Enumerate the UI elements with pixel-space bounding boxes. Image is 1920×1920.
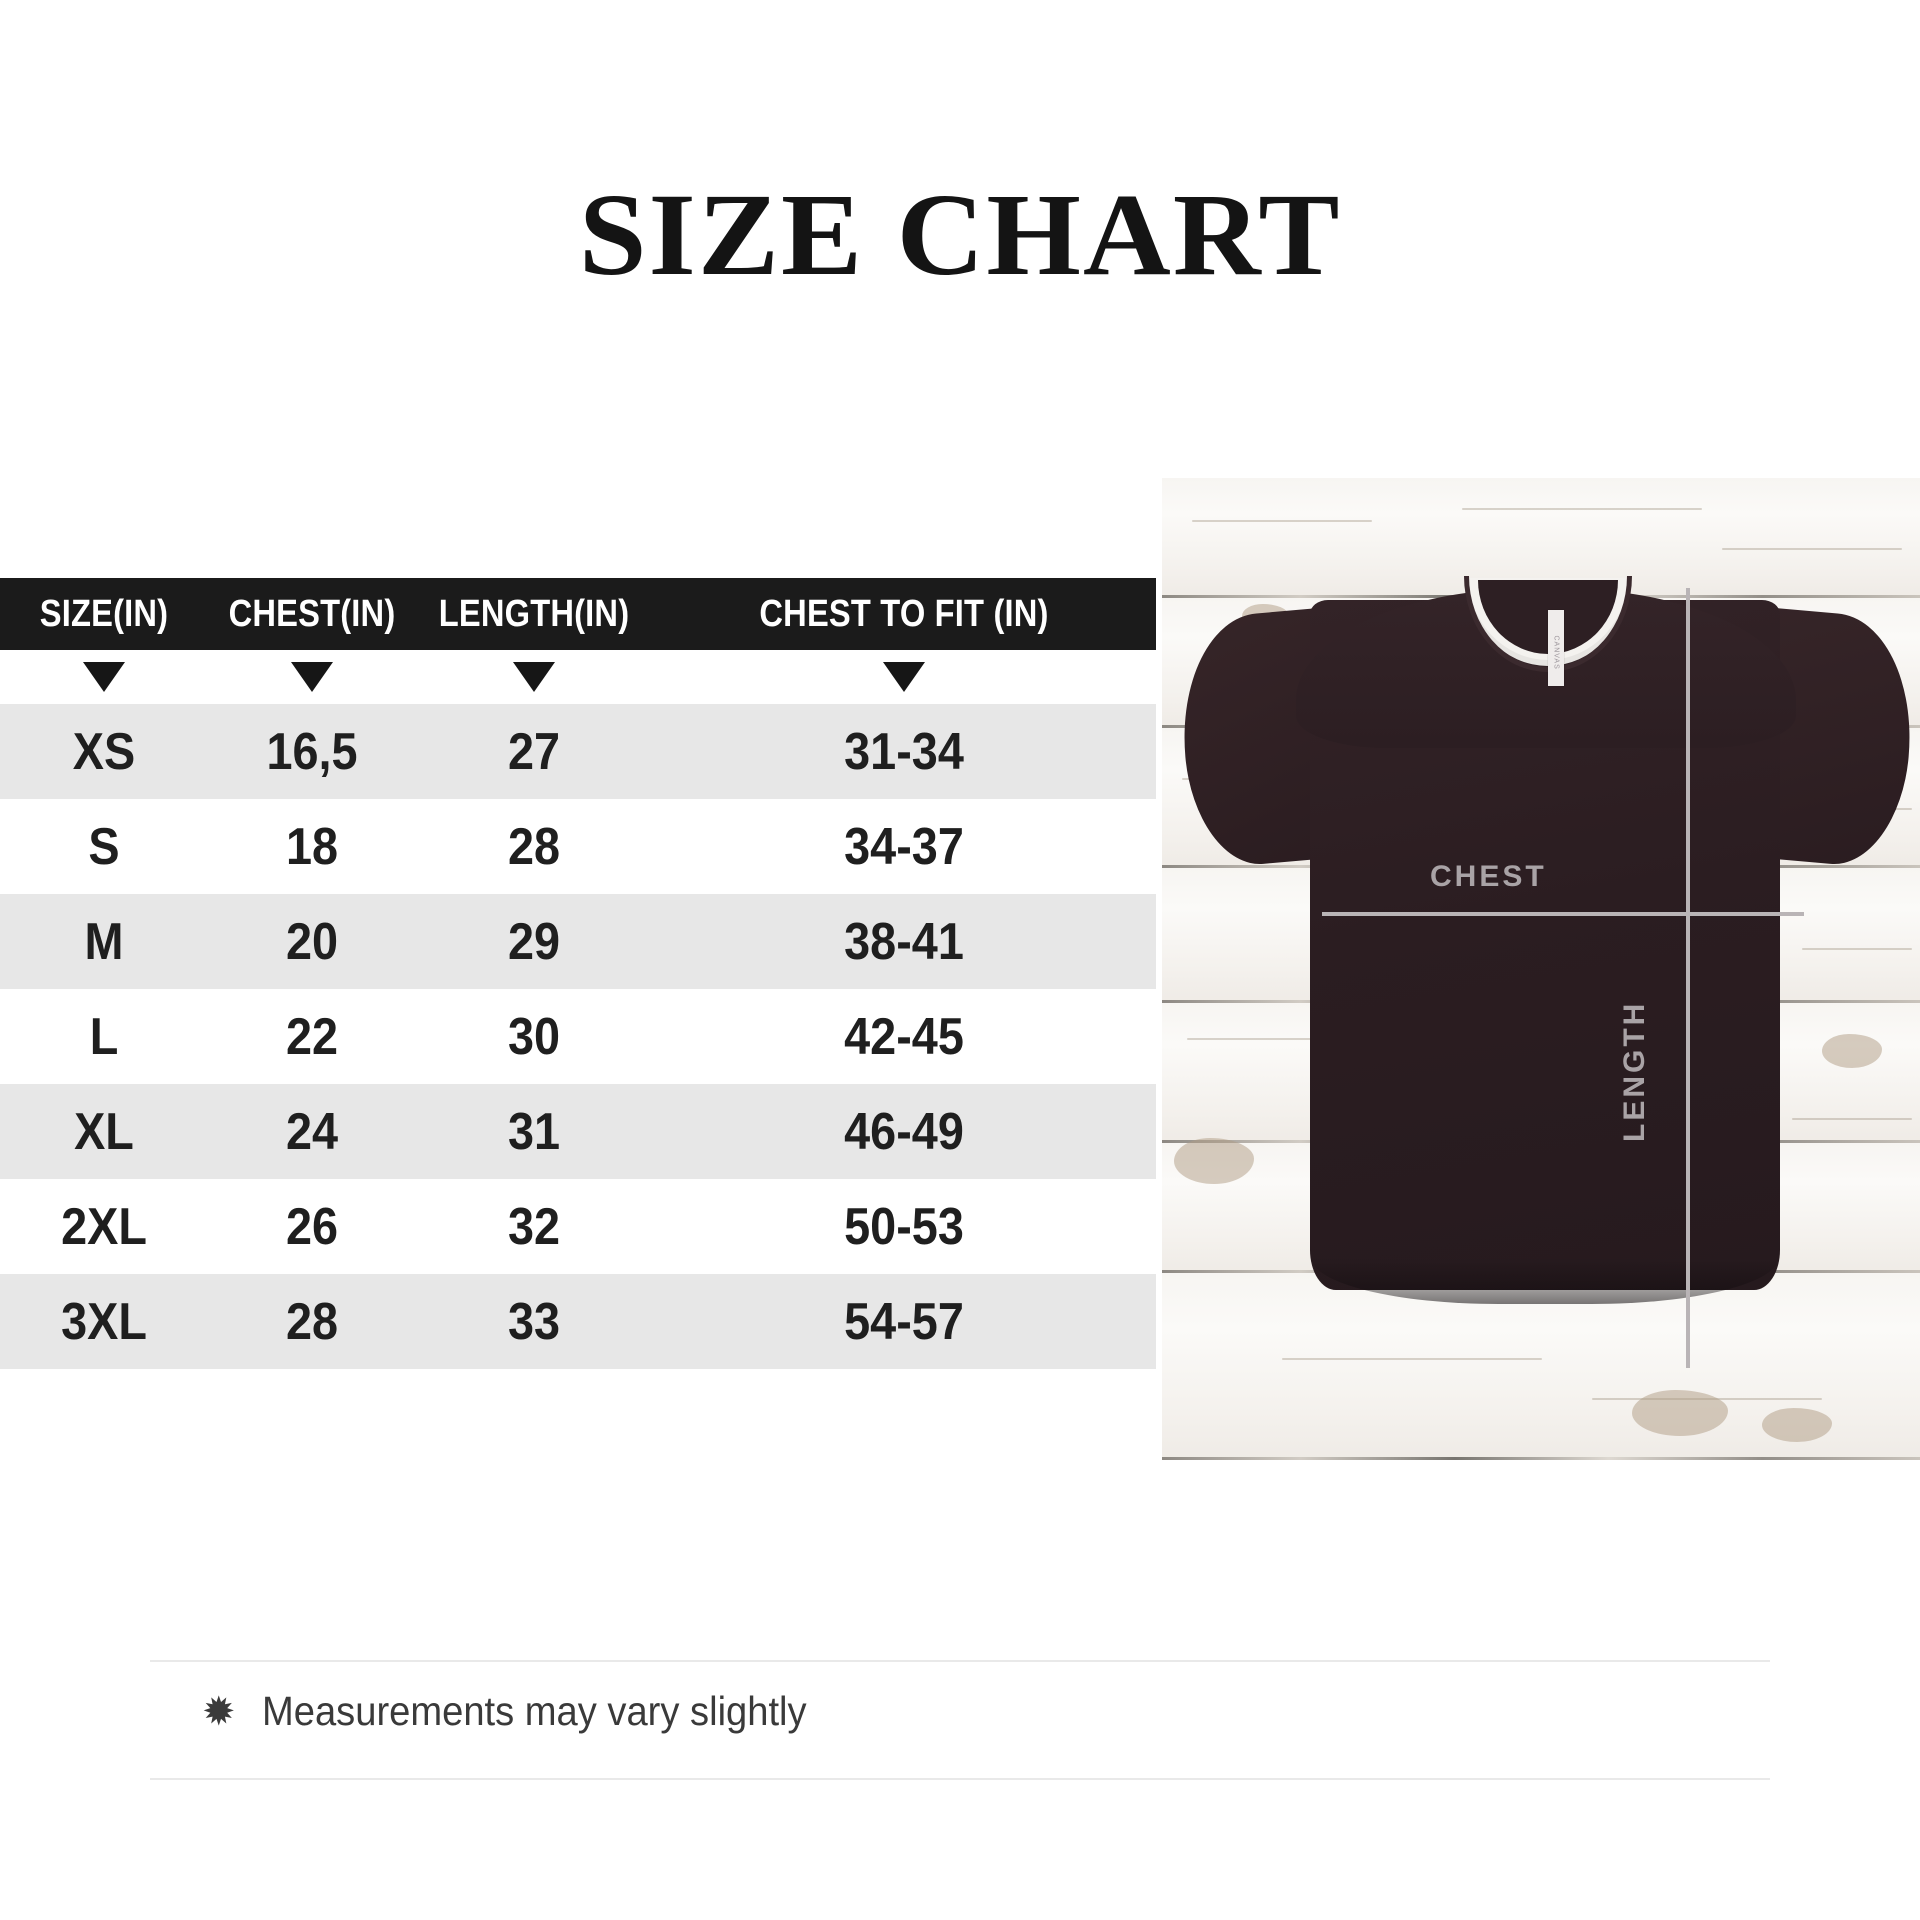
- footer-note: ✹ Measurements may vary slightly: [202, 1688, 847, 1735]
- chest-measure-line: [1322, 912, 1804, 916]
- table-row: XL 24 31 46-49: [0, 1084, 1156, 1179]
- cell-size: XS: [72, 722, 136, 781]
- cell-size: 3XL: [61, 1292, 147, 1351]
- wood-grain: [1802, 948, 1912, 950]
- footer-divider-top: [150, 1660, 1770, 1662]
- chevron-down-icon: [83, 662, 125, 692]
- down-arrow-chest-cell: [208, 662, 416, 692]
- cell-chest: 26: [285, 1197, 339, 1256]
- size-chart-table: SIZE(IN) CHEST(IN) LENGTH(IN) CHEST TO F…: [0, 578, 1156, 1369]
- cell-chest: 22: [285, 1007, 339, 1066]
- cell-chest-to-fit: 34-37: [844, 817, 964, 876]
- table-row: 3XL 28 33 54-57: [0, 1274, 1156, 1369]
- cell-chest-to-fit: 50-53: [844, 1197, 964, 1256]
- wood-grain: [1282, 1358, 1542, 1360]
- table-header-row: SIZE(IN) CHEST(IN) LENGTH(IN) CHEST TO F…: [0, 578, 1156, 650]
- column-header-chest: CHEST(IN): [228, 592, 396, 635]
- table-row: L 22 30 42-45: [0, 989, 1156, 1084]
- cell-chest: 16,5: [266, 722, 358, 781]
- cell-size: 2XL: [61, 1197, 147, 1256]
- cell-chest: 20: [285, 912, 339, 971]
- cell-chest: 18: [285, 817, 339, 876]
- cell-length: 31: [507, 1102, 561, 1161]
- cell-size: M: [84, 912, 124, 971]
- cell-size: XL: [74, 1102, 134, 1161]
- title-area: SIZE CHART: [0, 0, 1920, 470]
- table-row: S 18 28 34-37: [0, 799, 1156, 894]
- table-row: 2XL 26 32 50-53: [0, 1179, 1156, 1274]
- footer-divider-bottom: [150, 1778, 1770, 1780]
- star-icon: ✹: [202, 1689, 236, 1734]
- wood-grain: [1187, 1038, 1357, 1040]
- wood-grain: [1462, 508, 1702, 510]
- cell-length: 29: [507, 912, 561, 971]
- chevron-down-icon: [513, 662, 555, 692]
- cell-length: 32: [507, 1197, 561, 1256]
- cell-length: 28: [507, 817, 561, 876]
- cell-chest-to-fit: 38-41: [844, 912, 964, 971]
- chevron-down-icon: [883, 662, 925, 692]
- cell-chest-to-fit: 46-49: [844, 1102, 964, 1161]
- cell-chest-to-fit: 42-45: [844, 1007, 964, 1066]
- length-measure-label: LENGTH: [1618, 1000, 1651, 1142]
- footer-area: ✹ Measurements may vary slightly: [150, 1660, 1770, 1780]
- cell-chest: 24: [285, 1102, 339, 1161]
- cell-length: 33: [507, 1292, 561, 1351]
- paint-chip: [1822, 1034, 1882, 1068]
- wood-grain: [1192, 520, 1372, 522]
- cell-chest-to-fit: 31-34: [844, 722, 964, 781]
- paint-chip: [1632, 1390, 1728, 1436]
- column-marker-row: [0, 650, 1156, 704]
- paint-chip: [1762, 1408, 1832, 1442]
- column-header-size: SIZE(IN): [39, 592, 169, 635]
- wood-grain: [1722, 548, 1902, 550]
- neck-label-text: CANVAS: [1552, 635, 1560, 670]
- table-row: M 20 29 38-41: [0, 894, 1156, 989]
- column-header-chest-to-fit: CHEST TO FIT (IN): [759, 592, 1049, 635]
- tshirt-graphic: CANVAS: [1173, 574, 1920, 1314]
- cell-length: 30: [507, 1007, 561, 1066]
- tshirt-hem: [1312, 1258, 1778, 1304]
- tshirt-neck-label: CANVAS: [1548, 610, 1564, 686]
- length-measure-line: [1686, 588, 1690, 1368]
- down-arrow-chest-to-fit-cell: [652, 662, 1156, 692]
- page-title: SIZE CHART: [578, 169, 1342, 300]
- down-arrow-size-cell: [0, 662, 208, 692]
- cell-length: 27: [507, 722, 561, 781]
- tshirt-measurement-photo: CANVAS CHEST LENGTH: [1162, 478, 1920, 1460]
- chevron-down-icon: [291, 662, 333, 692]
- cell-chest: 28: [285, 1292, 339, 1351]
- cell-size: L: [89, 1007, 119, 1066]
- down-arrow-length-cell: [416, 662, 652, 692]
- content-area: SIZE(IN) CHEST(IN) LENGTH(IN) CHEST TO F…: [0, 470, 1920, 1570]
- chest-measure-label: CHEST: [1430, 860, 1547, 893]
- cell-chest-to-fit: 54-57: [844, 1292, 964, 1351]
- footer-note-text: Measurements may vary slightly: [261, 1688, 807, 1734]
- wood-grain: [1792, 1118, 1912, 1120]
- column-header-length: LENGTH(IN): [438, 592, 630, 635]
- paint-chip: [1174, 1138, 1254, 1184]
- table-row: XS 16,5 27 31-34: [0, 704, 1156, 799]
- cell-size: S: [88, 817, 120, 876]
